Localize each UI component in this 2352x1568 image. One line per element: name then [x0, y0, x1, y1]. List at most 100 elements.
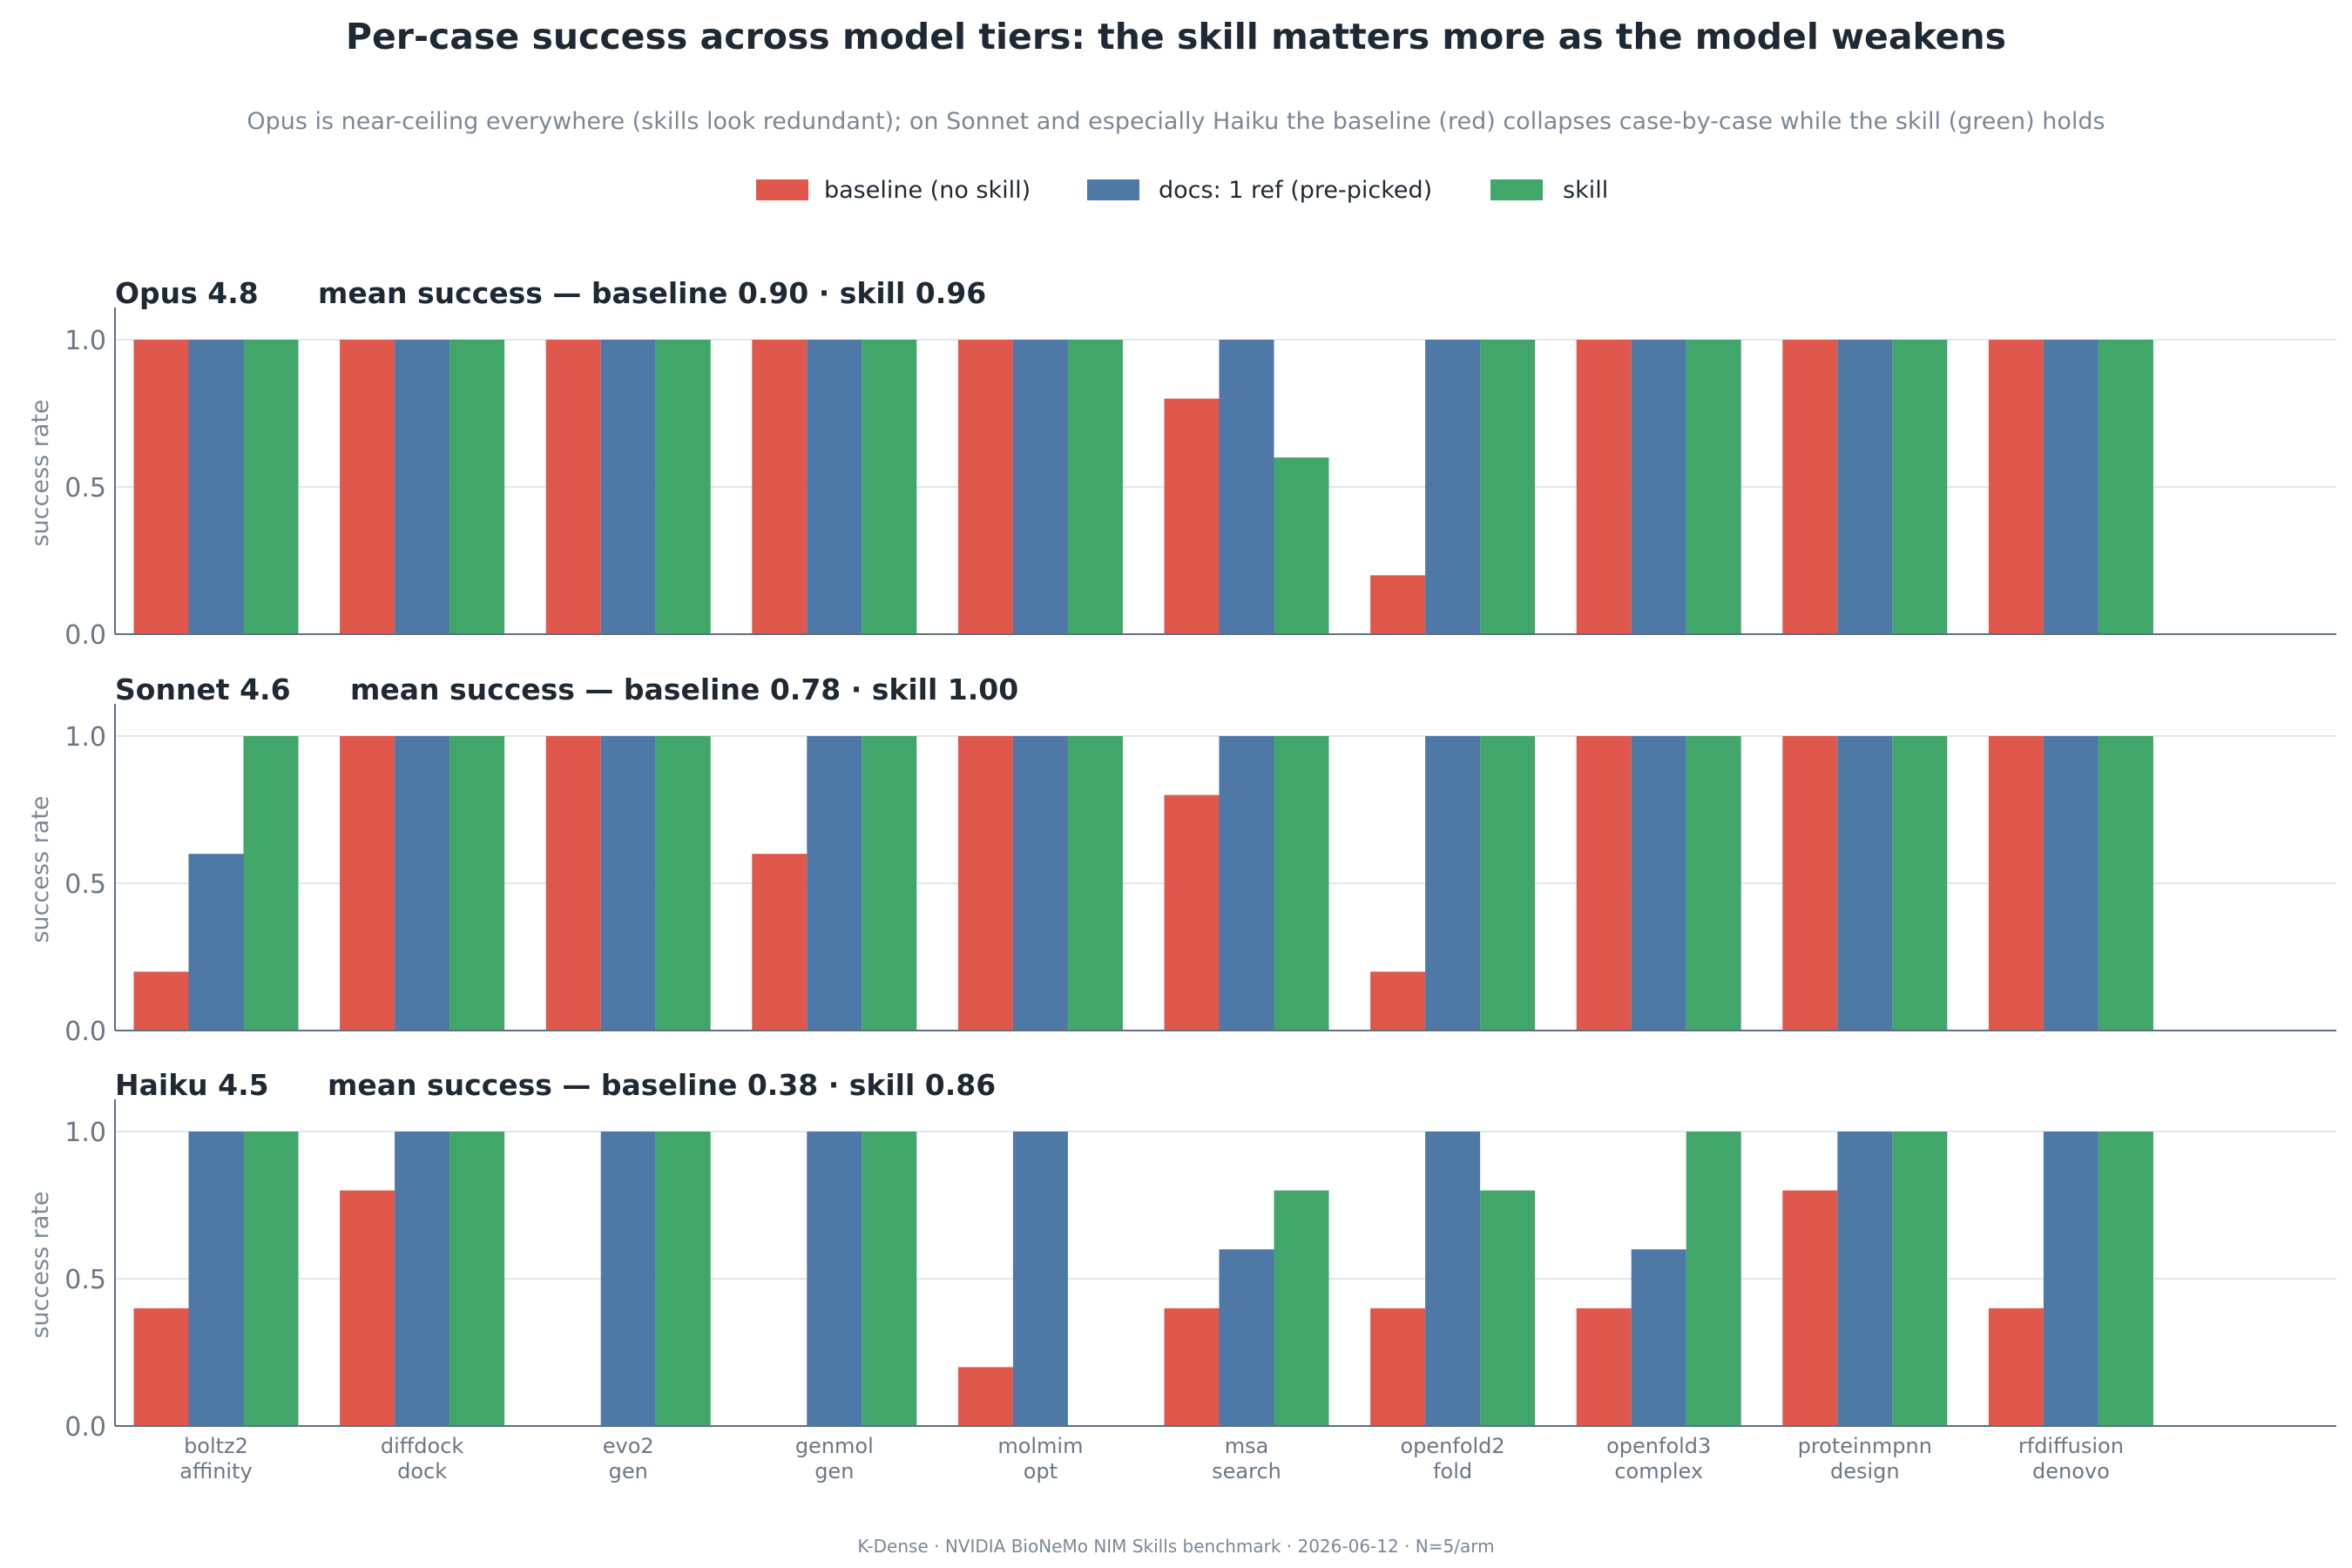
bar — [1425, 736, 1481, 1031]
bar — [1067, 340, 1123, 634]
bar — [1274, 736, 1329, 1031]
legend-label: skill — [1563, 177, 1608, 204]
bar — [1837, 1132, 1893, 1426]
bar — [133, 340, 189, 634]
x-tick-label: dock — [397, 1459, 447, 1484]
x-tick-label: msa — [1225, 1434, 1269, 1458]
x-tick-label: rfdiffusion — [2018, 1434, 2124, 1458]
y-axis-label: success rate — [27, 1191, 54, 1338]
x-tick-label: boltz2 — [184, 1434, 248, 1458]
chart-title: Per-case success across model tiers: the… — [346, 16, 2006, 57]
bar — [243, 340, 299, 634]
bar — [1274, 457, 1329, 634]
bar — [1782, 736, 1838, 1031]
bar — [2043, 1132, 2099, 1426]
y-tick-label: 0.0 — [64, 620, 106, 651]
bar — [752, 854, 808, 1031]
bar — [1425, 1132, 1481, 1426]
panel-model-label: Opus 4.8 — [115, 276, 259, 310]
y-tick-label: 0.0 — [64, 1412, 106, 1443]
y-tick-label: 0.0 — [64, 1017, 106, 1047]
x-tick-label: gen — [609, 1459, 648, 1484]
legend: baseline (no skill) docs: 1 ref (pre-pick… — [756, 177, 1608, 204]
bar — [395, 340, 450, 634]
bar — [1370, 971, 1426, 1031]
legend-swatch — [1087, 179, 1139, 200]
bar — [1892, 340, 1948, 634]
bar — [807, 1132, 862, 1426]
bar — [1219, 736, 1274, 1031]
bar — [243, 736, 299, 1031]
bar — [1988, 1308, 2044, 1426]
bar — [1164, 398, 1220, 634]
bar — [1576, 736, 1632, 1031]
bar — [395, 1132, 450, 1426]
panel-summary: mean success — baseline 0.78 · skill 1.0… — [350, 672, 1018, 706]
x-tick-label: affinity — [179, 1459, 252, 1484]
panel-sonnet: Sonnet 4.6 mean success — baseline 0.78 ·… — [27, 672, 2336, 1047]
bar — [655, 1132, 711, 1426]
bar — [1892, 736, 1948, 1031]
bar — [340, 340, 395, 634]
x-tick-label: complex — [1614, 1459, 1703, 1484]
bar — [1370, 575, 1426, 634]
bar — [1164, 1308, 1220, 1426]
y-axis-label: success rate — [27, 795, 54, 943]
x-tick-label: molmim — [997, 1434, 1083, 1458]
x-tick-label: openfold2 — [1400, 1434, 1504, 1458]
bar — [2098, 1132, 2153, 1426]
bar — [1686, 340, 1741, 634]
y-tick-label: 1.0 — [64, 1118, 106, 1148]
x-tick-label: design — [1830, 1459, 1900, 1484]
bar — [188, 1132, 244, 1426]
legend-label: baseline (no skill) — [824, 177, 1031, 204]
bar — [1425, 340, 1481, 634]
bar — [1631, 736, 1686, 1031]
x-tick-label: fold — [1433, 1459, 1472, 1484]
bar — [1782, 340, 1838, 634]
bar — [807, 736, 862, 1031]
bar — [1012, 736, 1068, 1031]
bar — [655, 340, 711, 634]
bar — [655, 736, 711, 1031]
bar — [862, 340, 917, 634]
bar — [1837, 736, 1893, 1031]
bar — [395, 736, 450, 1031]
y-tick-label: 1.0 — [64, 326, 106, 356]
bar — [1892, 1132, 1948, 1426]
bar — [1480, 736, 1536, 1031]
bar — [545, 736, 601, 1031]
bar — [1988, 340, 2044, 634]
y-axis-label: success rate — [27, 399, 54, 546]
y-tick-label: 1.0 — [64, 722, 106, 753]
bar — [1782, 1190, 1838, 1426]
bar — [1012, 340, 1068, 634]
bar — [1988, 736, 2044, 1031]
x-tick-label: gen — [814, 1459, 854, 1484]
bar — [957, 736, 1013, 1031]
bar — [545, 340, 601, 634]
bar — [1012, 1132, 1068, 1426]
bar — [1370, 1308, 1426, 1426]
bar — [449, 736, 505, 1031]
bar — [1686, 1132, 1741, 1426]
bar — [600, 1132, 656, 1426]
panel-haiku: Haiku 4.5 mean success — baseline 0.38 · … — [27, 1068, 2336, 1484]
bar — [600, 736, 656, 1031]
bar — [2098, 340, 2153, 634]
x-tick-label: diffdock — [381, 1434, 464, 1458]
bar — [862, 736, 917, 1031]
panels: Opus 4.8 mean success — baseline 0.90 · s… — [27, 276, 2336, 1484]
bar — [449, 340, 505, 634]
chart-subtitle: Opus is near-ceiling everywhere (skills … — [247, 108, 2105, 135]
bar — [1274, 1190, 1329, 1426]
x-tick-label: openfold3 — [1606, 1434, 1711, 1458]
bar — [1164, 794, 1220, 1031]
bar — [1576, 1308, 1632, 1426]
panel-summary: mean success — baseline 0.38 · skill 0.8… — [328, 1068, 996, 1102]
x-tick-label: proteinmpnn — [1798, 1434, 1932, 1458]
bar — [2043, 736, 2099, 1031]
bar — [807, 340, 862, 634]
bar — [1067, 736, 1123, 1031]
